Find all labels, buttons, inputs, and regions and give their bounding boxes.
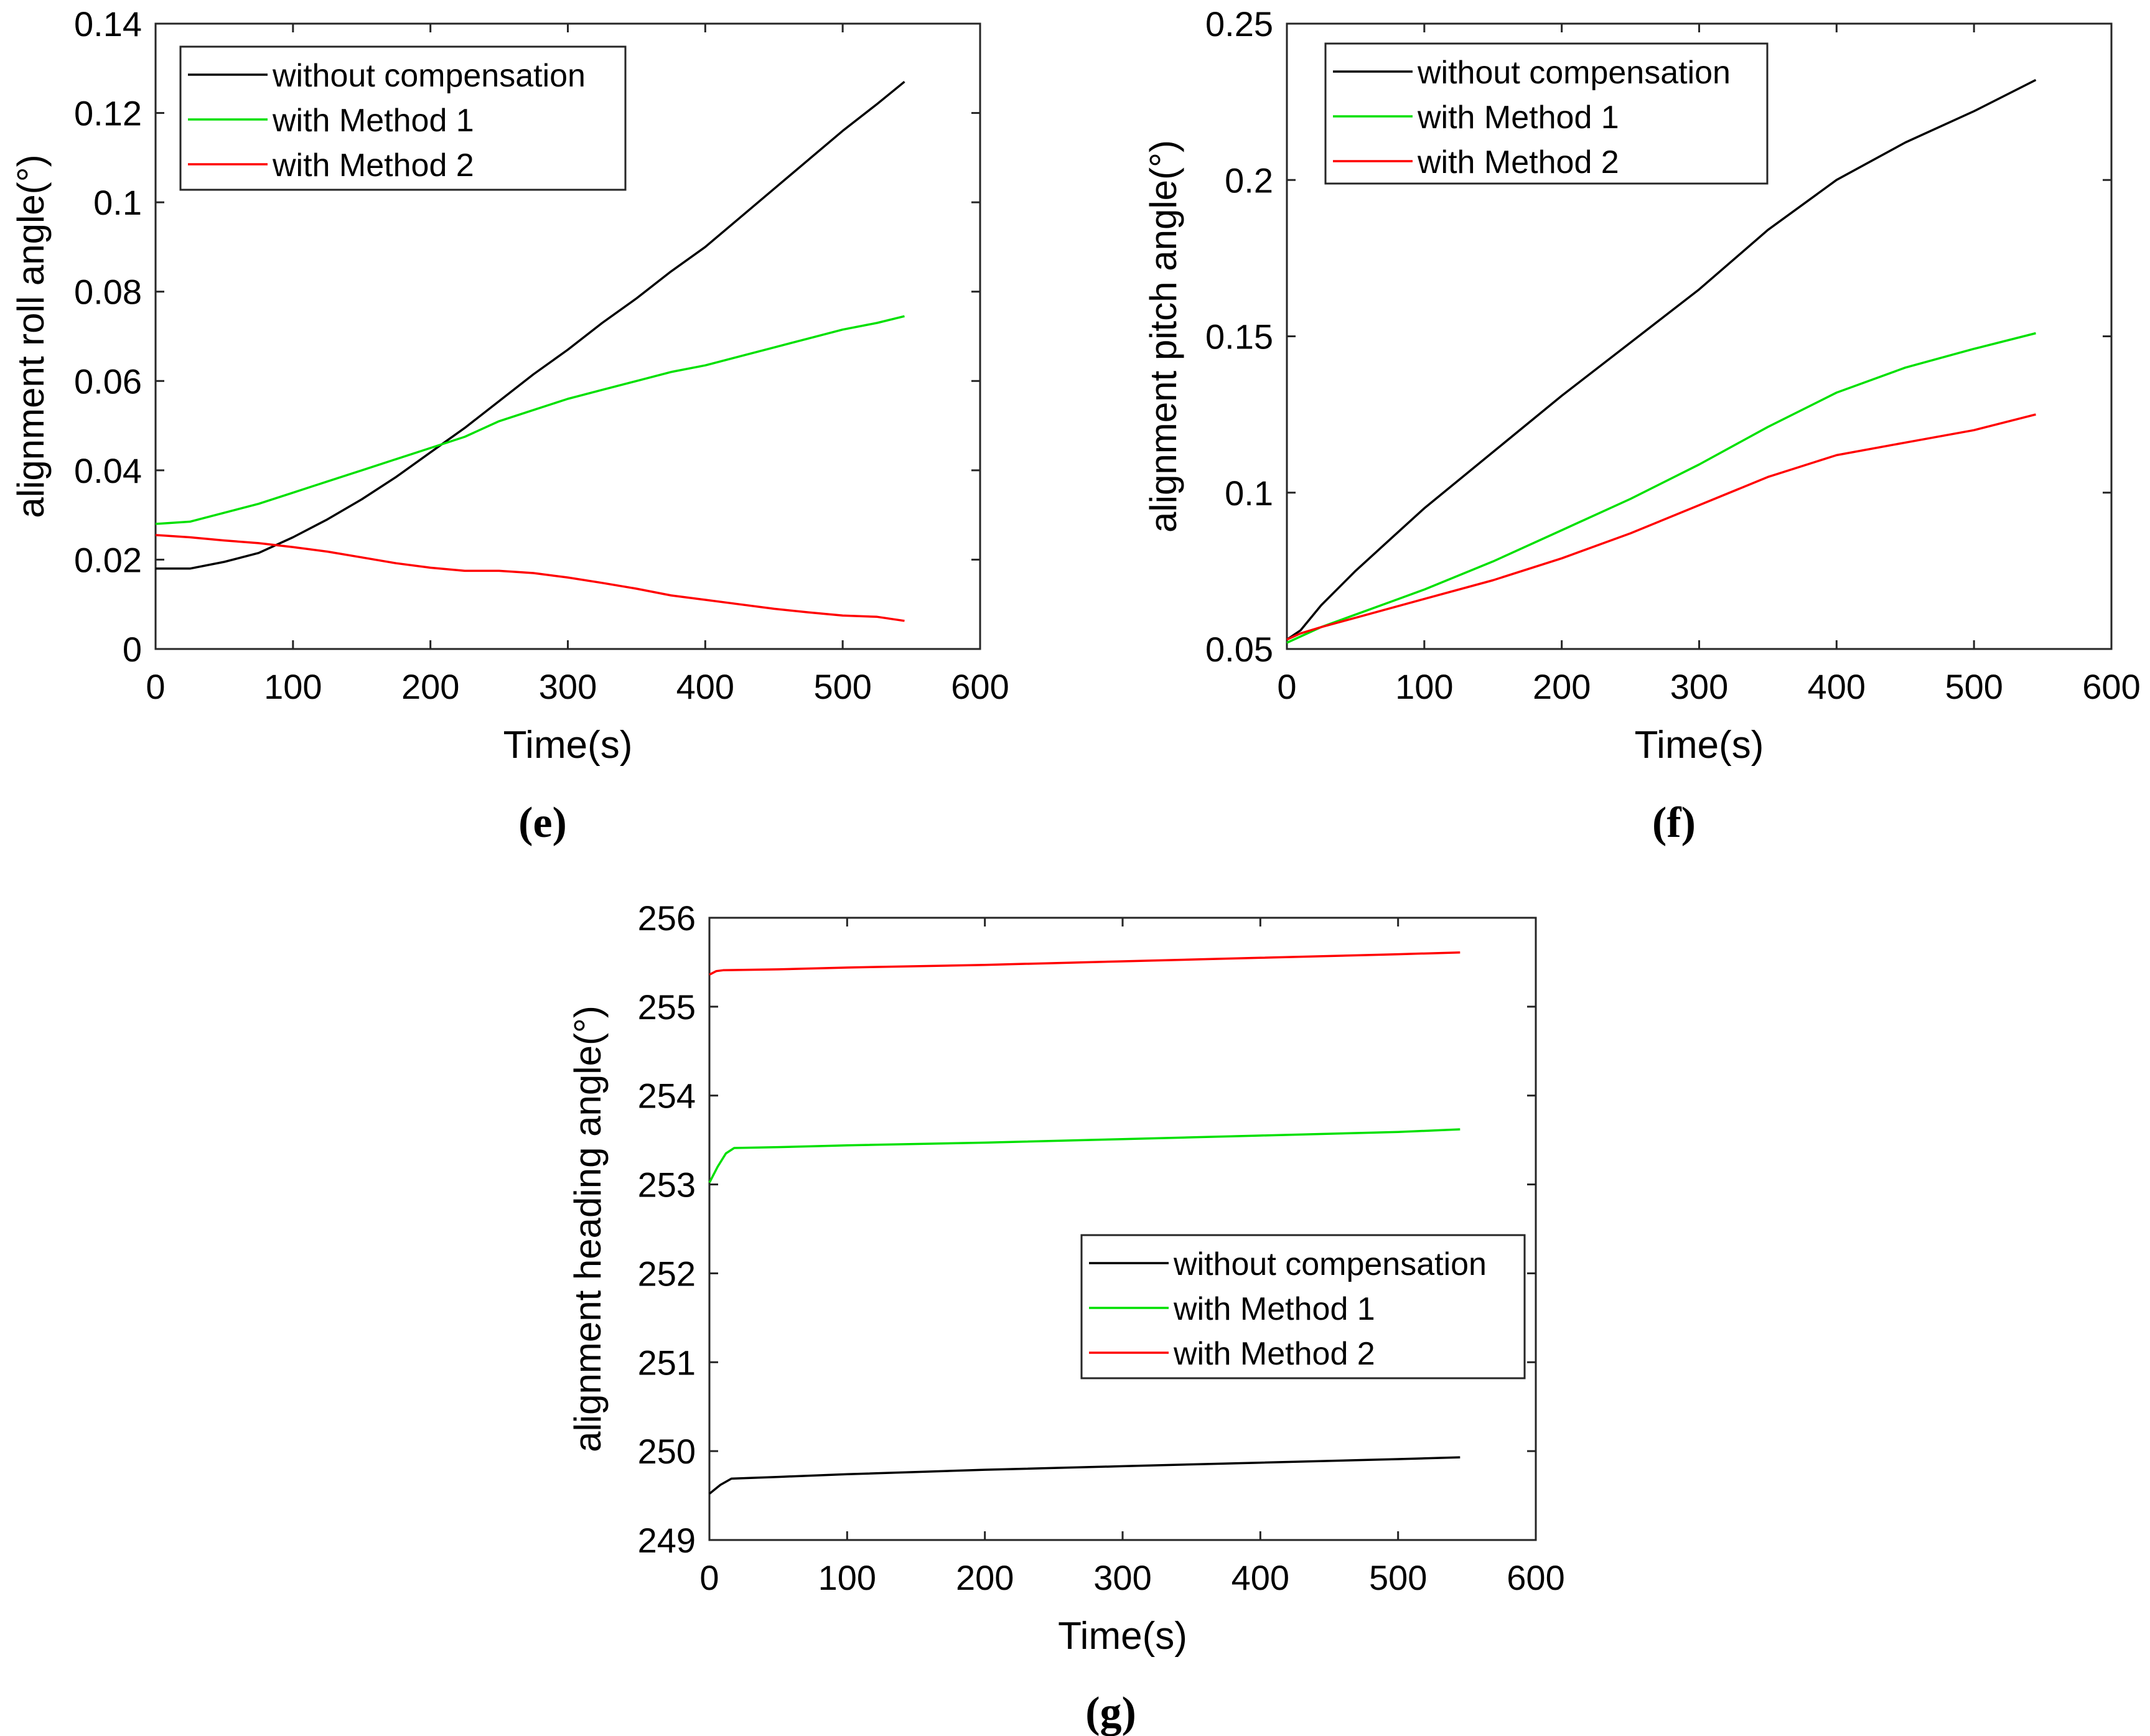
legend: without compensation with Method 1 with Me… <box>179 45 627 191</box>
legend-entry: with Method 2 <box>272 147 474 184</box>
legend-box <box>179 45 627 191</box>
x-tick-label: 300 <box>1093 1558 1151 1597</box>
y-tick-label: 0.06 <box>74 362 142 401</box>
y-axis-label: alignment heading angle(°) <box>567 1006 609 1452</box>
x-tick-label: 400 <box>1232 1558 1289 1597</box>
y-tick-label: 0.14 <box>74 4 142 44</box>
y-tick-label: 252 <box>638 1254 696 1293</box>
y-tick-label: 0.25 <box>1205 4 1273 44</box>
x-axis-label: Time(s) <box>1635 724 1764 767</box>
series-line-without-compensation <box>708 1456 1461 1495</box>
legend-entry: with Method 2 <box>1173 1336 1375 1372</box>
x-axis-label: Time(s) <box>1058 1615 1187 1658</box>
y-tick-label: 253 <box>638 1165 696 1205</box>
y-tick-label: 0 <box>123 630 142 669</box>
y-tick-label: 250 <box>638 1432 696 1471</box>
x-tick-label: 300 <box>1670 667 1728 706</box>
series-line-method-2 <box>155 534 905 622</box>
y-tick-label: 0.2 <box>1225 161 1273 200</box>
y-tick-label: 0.1 <box>1225 474 1273 513</box>
chart-heading-angle: 0 100 200 300 400 500 600 249 250 251 252 253 254 255… <box>567 898 1565 1736</box>
series-line-without-compensation <box>156 80 905 570</box>
y-tick-label: 0.08 <box>74 273 142 312</box>
x-tick-label: 100 <box>1395 667 1453 706</box>
y-tick-label: 0.1 <box>93 183 142 222</box>
x-tick-label: 400 <box>676 667 734 706</box>
x-axis-label: Time(s) <box>503 724 633 767</box>
series-line-method-1 <box>708 1128 1461 1183</box>
series-line-method-2 <box>1286 413 2036 641</box>
x-tick-label: 100 <box>818 1558 876 1597</box>
y-tick-label: 0.02 <box>74 540 142 579</box>
legend-entry: without compensation <box>1173 1246 1487 1282</box>
x-tick-label: 500 <box>1369 1558 1427 1597</box>
x-tick-label: 600 <box>1507 1558 1564 1597</box>
series-line-method-2 <box>709 951 1461 976</box>
legend-entry: without compensation <box>1417 55 1731 91</box>
x-tick-label: 600 <box>951 667 1009 706</box>
x-tick-label: 200 <box>1533 667 1591 706</box>
panel-label: (e) <box>518 799 567 847</box>
chart-roll-angle: 0 100 200 300 400 500 600 0 0.02 0.04 0.06 0.08 0.1 0… <box>10 4 1009 847</box>
legend-entry: with Method 1 <box>1417 100 1619 136</box>
x-tick-label: 200 <box>956 1558 1014 1597</box>
y-axis-label: alignment roll angle(°) <box>10 154 52 518</box>
y-tick-label: 249 <box>638 1521 696 1560</box>
series-line-method-1 <box>155 315 905 525</box>
x-tick-label: 0 <box>146 667 165 706</box>
y-tick-label: 0.05 <box>1205 630 1273 669</box>
x-tick-label: 500 <box>813 667 871 706</box>
legend-entry: with Method 1 <box>272 103 474 139</box>
y-tick-label: 0.04 <box>74 451 142 490</box>
y-tick-label: 0.12 <box>74 94 142 133</box>
y-tick-label: 251 <box>638 1343 696 1382</box>
panel-label: (g) <box>1085 1689 1136 1736</box>
panel-label: (f) <box>1652 799 1696 847</box>
legend: without compensation with Method 1 with Me… <box>1324 42 1769 185</box>
chart-pitch-angle: 0 100 200 300 400 500 600 0.05 0.1 0.15 0.2 0.25 Tim… <box>1143 4 2141 847</box>
x-tick-label: 0 <box>699 1558 719 1597</box>
legend-entry: with Method 2 <box>1417 144 1619 180</box>
x-tick-label: 400 <box>1808 667 1866 706</box>
x-tick-label: 500 <box>1945 667 2003 706</box>
series-line-without-compensation <box>1286 78 2037 641</box>
x-tick-label: 600 <box>2082 667 2140 706</box>
legend-entry: without compensation <box>272 58 586 94</box>
y-axis-label: alignment pitch angle(°) <box>1143 140 1184 533</box>
x-tick-label: 300 <box>539 667 597 706</box>
legend-entry: with Method 1 <box>1173 1291 1375 1327</box>
y-tick-label: 255 <box>638 987 696 1027</box>
axes-box <box>708 917 1537 1541</box>
x-tick-label: 0 <box>1277 667 1296 706</box>
y-tick-label: 0.15 <box>1205 317 1273 357</box>
x-tick-label: 200 <box>401 667 459 706</box>
x-tick-label: 100 <box>264 667 322 706</box>
y-tick-label: 256 <box>638 898 696 938</box>
legend-box <box>1080 1234 1526 1379</box>
y-tick-label: 254 <box>638 1076 696 1116</box>
legend: without compensation with Method 1 with Me… <box>1080 1234 1526 1379</box>
